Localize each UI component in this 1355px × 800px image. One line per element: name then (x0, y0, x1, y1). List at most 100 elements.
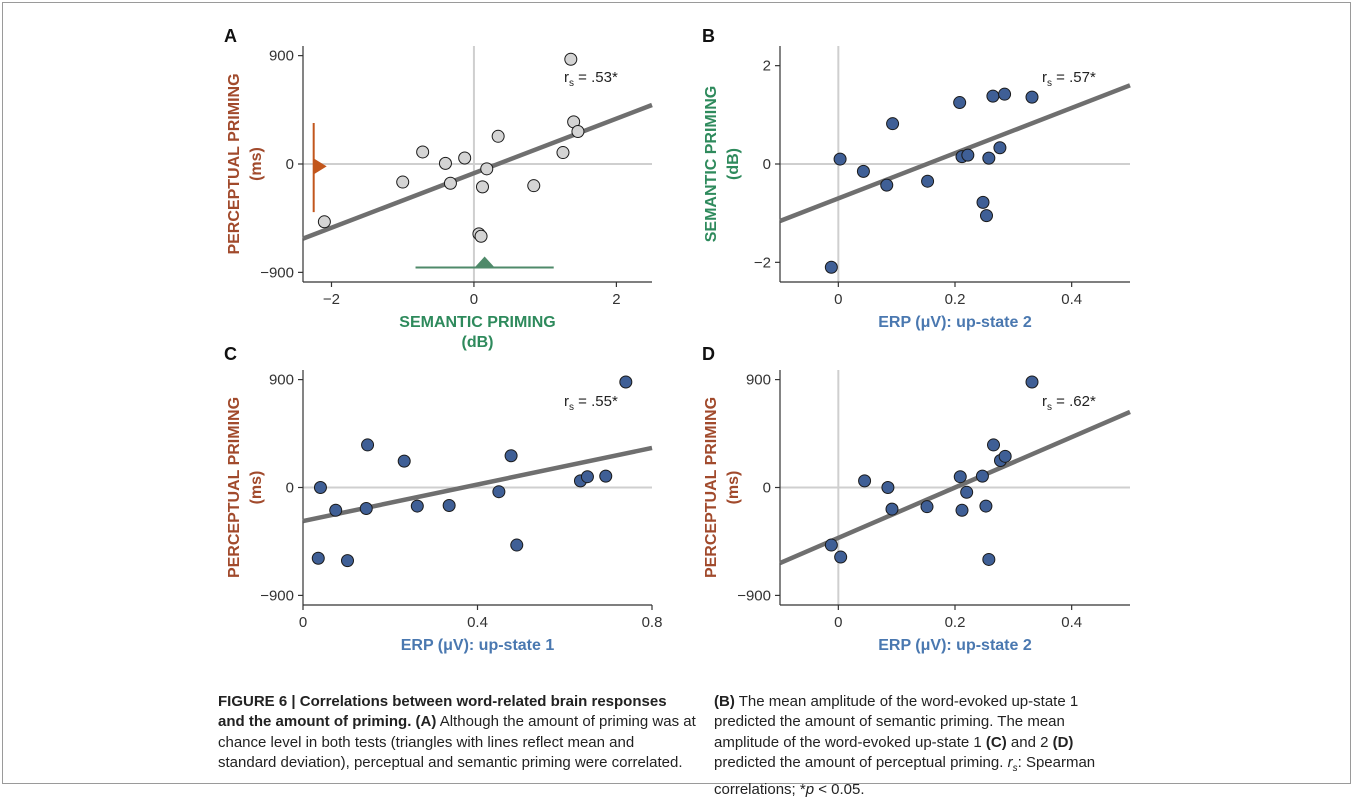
data-point (880, 178, 894, 192)
x-axis-label: ERP (μV): up-state 2 (878, 314, 1032, 331)
panel-letter-a: A (224, 26, 237, 46)
data-point (510, 538, 524, 552)
caption-rs-symbol: r (1007, 754, 1013, 772)
y-tick-label: −900 (737, 587, 771, 604)
regression-line (302, 445, 653, 524)
data-point (953, 470, 967, 484)
y-axis-label: PERCEPTUAL PRIMING (226, 397, 243, 578)
x-tick-label: 0 (299, 614, 307, 631)
data-point (993, 141, 1007, 155)
data-point (982, 552, 996, 566)
x-tick-label: 0.8 (642, 614, 663, 631)
data-point (410, 499, 424, 513)
x-tick-label: 0 (470, 291, 478, 308)
x-axis-label: (dB) (462, 334, 494, 351)
y-tick-label: 0 (763, 156, 771, 173)
data-point (1025, 90, 1039, 104)
annotation-value: = .57* (1052, 69, 1096, 86)
x-axis-label: SEMANTIC PRIMING (399, 314, 555, 331)
y-axis-label: PERCEPTUAL PRIMING (226, 73, 243, 254)
data-point (492, 485, 506, 499)
correlation-annotation: rs = .57* (1042, 69, 1096, 89)
perceptual-mean-triangle (313, 158, 327, 175)
x-tick-label: −2 (323, 291, 340, 308)
data-point (556, 146, 570, 160)
x-tick-label: 0 (834, 614, 842, 631)
annotation-value: = .62* (1052, 393, 1096, 410)
correlation-annotation: rs = .55* (564, 393, 618, 413)
y-tick-label: −2 (754, 254, 771, 271)
data-point (397, 454, 411, 468)
x-tick-label: 0.2 (945, 291, 966, 308)
panel-c: C −900 0 900 0 0.4 0.8 PERCEPTUAL PRIMING (ms) ER… (224, 344, 662, 654)
caption-text-c: and 2 (1010, 733, 1049, 751)
y-tick-label: 0 (763, 480, 771, 497)
data-point (504, 449, 518, 463)
data-point (986, 89, 1000, 103)
data-point (998, 87, 1012, 101)
data-point (359, 501, 373, 515)
y-axis-label: (ms) (248, 147, 265, 181)
data-point (979, 499, 993, 513)
correlation-annotation: rs = .53* (564, 69, 618, 89)
annotation-r-subscript: s (569, 78, 574, 89)
data-point (960, 485, 974, 499)
annotation-value: = .55* (574, 393, 618, 410)
data-point (834, 550, 848, 564)
data-point (340, 554, 354, 568)
panel-a: A −900 0 900 −2 0 2 PERCEPTUAL PRIMING (ms) SEMAN… (224, 26, 653, 351)
y-tick-label: 2 (763, 58, 771, 75)
data-point (885, 502, 899, 516)
y-tick-label: 0 (286, 156, 294, 173)
data-point (480, 162, 494, 176)
y-tick-label: −900 (260, 264, 294, 281)
data-point (856, 164, 870, 178)
annotation-r-subscript: s (1047, 402, 1052, 413)
annotation-r: r (564, 393, 569, 410)
regression-line (779, 83, 1131, 224)
x-tick-label: 0.4 (1061, 291, 1082, 308)
caption-ref-a: (A) (415, 713, 437, 731)
y-axis-label: PERCEPTUAL PRIMING (703, 397, 720, 578)
annotation-r-subscript: s (569, 402, 574, 413)
y-axis-label: (ms) (248, 471, 265, 505)
figure-svg: A −900 0 900 −2 0 2 PERCEPTUAL PRIMING (ms) SEMAN… (224, 26, 1131, 654)
data-point (987, 438, 1000, 452)
caption-ref-b: (B) (714, 693, 735, 710)
x-axis-label: ERP (μV): up-state 2 (878, 637, 1032, 654)
data-point (953, 96, 967, 110)
data-point (396, 175, 410, 189)
caption-column-right: (B) The mean amplitude of the word-evoke… (714, 692, 1134, 800)
panel-d: D −900 0 900 0 0.2 0.4 PERCEPTUAL PRIMING (ms) ER… (702, 344, 1131, 654)
y-tick-label: −900 (260, 587, 294, 604)
data-point (833, 152, 847, 166)
semantic-mean-triangle (474, 256, 495, 268)
data-point (858, 474, 872, 488)
data-point (571, 124, 585, 138)
data-point (474, 229, 488, 243)
annotation-r: r (1042, 69, 1047, 86)
y-axis-label: (dB) (725, 148, 742, 180)
x-tick-label: 2 (612, 291, 620, 308)
data-point (313, 481, 327, 494)
figure-caption-title: FIGURE 6 | Correlations between word-rel… (218, 693, 667, 731)
figure-panels: A −900 0 900 −2 0 2 PERCEPTUAL PRIMING (ms) SEMAN… (224, 26, 1131, 654)
data-point (975, 469, 989, 483)
data-point (955, 503, 969, 517)
caption-column-left: FIGURE 6 | Correlations between word-rel… (218, 692, 696, 780)
data-point (443, 176, 457, 190)
data-point (458, 151, 472, 165)
data-point (599, 469, 613, 483)
data-point (416, 145, 430, 159)
panel-b: B −2 0 2 0 0.2 0.4 SEMANTIC PRIMING (dB) ERP (μV)… (702, 26, 1131, 331)
annotation-r: r (1042, 393, 1047, 410)
data-point (361, 438, 375, 452)
panel-letter-d: D (702, 344, 715, 364)
correlation-annotation: rs = .62* (1042, 393, 1096, 413)
data-point (564, 52, 578, 66)
y-tick-label: 0 (286, 480, 294, 497)
y-tick-label: 900 (269, 48, 294, 65)
data-point (329, 503, 343, 517)
data-point (881, 481, 895, 494)
data-point (998, 449, 1012, 463)
